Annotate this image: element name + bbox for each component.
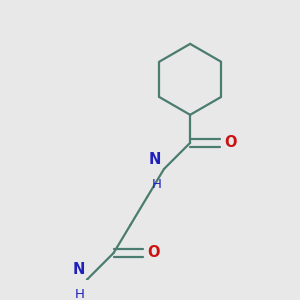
Text: N: N: [72, 262, 85, 277]
Text: O: O: [147, 245, 160, 260]
Text: H: H: [151, 178, 161, 191]
Text: O: O: [224, 135, 236, 150]
Text: H: H: [75, 289, 85, 300]
Text: N: N: [149, 152, 161, 167]
